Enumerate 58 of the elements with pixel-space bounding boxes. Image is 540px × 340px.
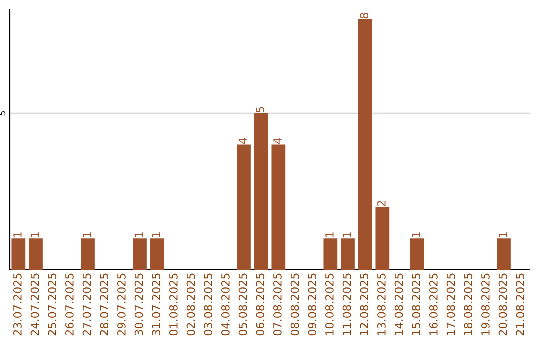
x-tick-label: 09.08.2025: [308, 274, 317, 336]
x-tick-label: 26.07.2025: [65, 274, 74, 336]
data-label: 1: [412, 232, 420, 238]
bar: [497, 238, 511, 270]
bar: [150, 238, 164, 270]
bar: [237, 144, 251, 270]
bar: [29, 238, 43, 270]
x-tick-label: 03.08.2025: [204, 274, 213, 336]
x-tick-label: 08.08.2025: [290, 274, 300, 336]
x-tick-label: 24.07.2025: [30, 274, 40, 336]
x-tick-label: 13.08.2025: [377, 274, 386, 336]
x-tick-label: 30.07.2025: [134, 274, 144, 336]
data-label: 1: [326, 232, 334, 238]
data-label: 8: [360, 13, 369, 19]
data-label: 1: [134, 232, 144, 238]
data-label: 2: [377, 201, 386, 207]
x-tick-label: 06.08.2025: [256, 274, 265, 336]
data-label: 1: [498, 232, 508, 238]
data-label: 1: [30, 232, 40, 238]
x-tick-label: 04.08.2025: [221, 274, 230, 336]
x-tick-label: 21.08.2025: [516, 274, 525, 336]
data-label: 4: [274, 138, 282, 144]
x-tick-label: 12.08.2025: [360, 274, 369, 336]
x-tick-label: 20.08.2025: [498, 274, 508, 336]
bar: [272, 144, 286, 270]
bar: [254, 113, 268, 270]
x-tick-label: 27.07.2025: [82, 274, 92, 336]
x-tick-label: 18.08.2025: [464, 274, 473, 336]
x-tick-label: 14.08.2025: [394, 274, 404, 336]
x-tick-label: 11.08.2025: [342, 274, 352, 336]
data-label: 4: [238, 138, 248, 144]
bar: [376, 207, 390, 270]
bar: [341, 238, 355, 270]
x-tick-label: 01.08.2025: [169, 274, 178, 336]
x-tick-label: 28.07.2025: [100, 274, 109, 336]
x-tick-label: 02.08.2025: [186, 274, 196, 336]
x-tick-label: 29.07.2025: [117, 274, 126, 336]
x-tick-label: 16.08.2025: [429, 274, 438, 336]
bar: [358, 19, 372, 270]
data-label: 1: [14, 232, 22, 238]
x-tick-label: 05.08.2025: [238, 274, 248, 336]
x-tick-label: 17.08.2025: [446, 274, 456, 336]
x-tick-label: 31.07.2025: [152, 274, 161, 336]
x-tick-label: 19.08.2025: [481, 274, 490, 336]
data-label: 1: [152, 232, 160, 238]
x-tick-label: 07.08.2025: [273, 274, 282, 336]
x-tick-label: 23.07.2025: [13, 274, 22, 336]
bar: [81, 238, 95, 270]
bar: [133, 238, 147, 270]
x-tick-label: 10.08.2025: [325, 274, 334, 336]
bar: [324, 238, 338, 270]
x-tick-label: 15.08.2025: [412, 274, 421, 336]
data-label: 1: [342, 232, 352, 238]
x-tick-label: 25.07.2025: [48, 274, 57, 336]
data-label: 5: [256, 107, 265, 113]
bar: [410, 238, 424, 270]
data-label: 1: [82, 232, 92, 238]
bar: [12, 238, 26, 270]
